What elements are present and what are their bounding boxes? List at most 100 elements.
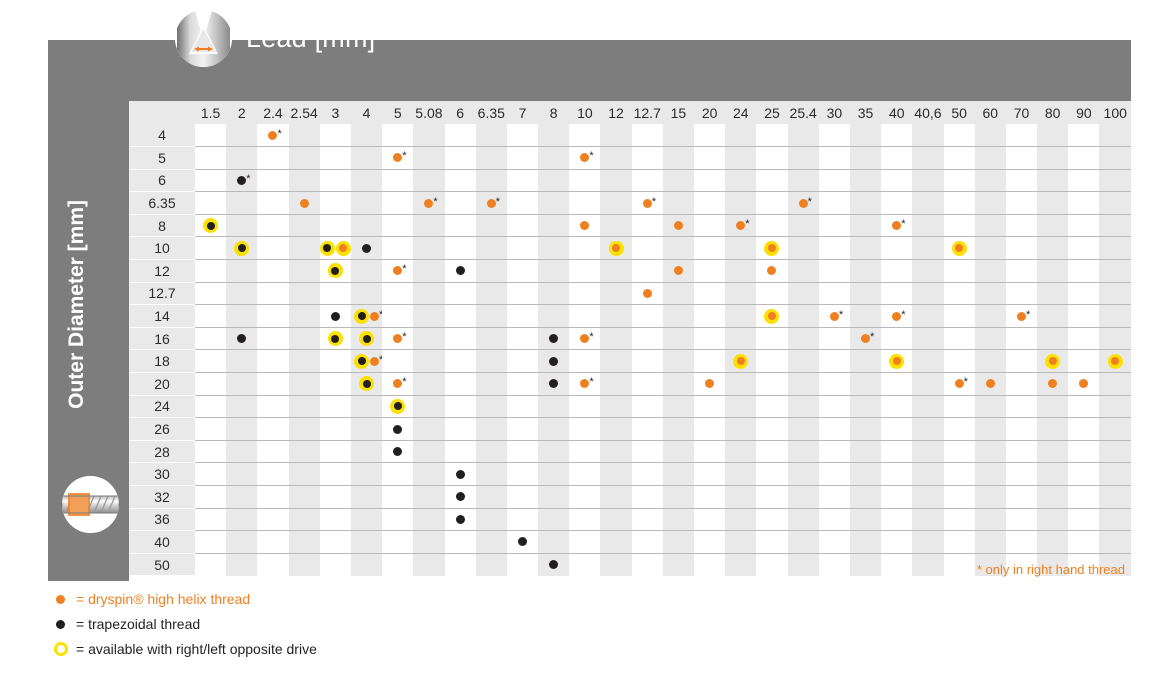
cell-od-12-7-lead-70[interactable] <box>1005 282 1038 306</box>
cell-od-36-lead-25-4[interactable] <box>787 508 819 532</box>
cell-od-28-lead-6[interactable] <box>444 440 476 464</box>
cell-od-24-lead-35[interactable] <box>849 395 882 419</box>
cell-od-6-lead-3[interactable] <box>319 169 351 193</box>
cell-od-40-lead-40[interactable] <box>881 530 913 554</box>
cell-od-32-lead-70[interactable] <box>1005 485 1038 509</box>
cell-od-5-lead-24[interactable] <box>725 146 757 170</box>
cell-od-8-lead-6-35[interactable] <box>475 214 507 238</box>
cell-od-32-lead-24[interactable] <box>725 485 757 509</box>
cell-od-24-lead-100[interactable] <box>1099 395 1131 419</box>
cell-od-50-lead-25-4[interactable] <box>787 553 819 576</box>
cell-od-18-lead-100[interactable] <box>1099 349 1131 374</box>
cell-od-32-lead-2[interactable] <box>226 485 258 509</box>
cell-od-32-lead-25[interactable] <box>756 485 788 509</box>
cell-od-28-lead-100[interactable] <box>1099 440 1131 464</box>
cell-od-10-lead-100[interactable] <box>1099 236 1131 261</box>
cell-od-32-lead-12-7[interactable] <box>631 485 663 509</box>
cell-od-50-lead-5-08[interactable] <box>413 553 445 576</box>
cell-od-30-lead-40-6[interactable] <box>912 462 944 486</box>
cell-od-40-lead-8[interactable] <box>538 530 570 554</box>
cell-od-5-lead-2-54[interactable] <box>288 146 320 170</box>
cell-od-20-lead-15[interactable] <box>662 372 695 396</box>
cell-od-36-lead-5[interactable] <box>382 508 414 532</box>
cell-od-14-lead-50[interactable] <box>943 304 975 328</box>
cell-od-40-lead-6-35[interactable] <box>475 530 507 554</box>
cell-od-40-lead-3[interactable] <box>319 530 351 554</box>
cell-od-5-lead-100[interactable] <box>1099 146 1131 170</box>
cell-od-12-lead-70[interactable] <box>1005 259 1038 283</box>
cell-od-18-lead-40-6[interactable] <box>912 349 944 374</box>
cell-od-6-lead-90[interactable] <box>1068 169 1100 193</box>
cell-od-40-lead-4[interactable] <box>350 530 383 554</box>
cell-od-36-lead-80[interactable] <box>1037 508 1069 532</box>
cell-od-12-7-lead-6-35[interactable] <box>475 282 507 306</box>
cell-od-20-lead-20[interactable] <box>694 372 726 396</box>
cell-od-12-7-lead-2[interactable] <box>226 282 258 306</box>
cell-od-50-lead-5[interactable] <box>382 553 414 576</box>
cell-od-32-lead-5[interactable] <box>382 485 414 509</box>
cell-od-36-lead-8[interactable] <box>538 508 570 532</box>
cell-od-10-lead-50[interactable] <box>943 236 975 261</box>
cell-od-6-lead-2-54[interactable] <box>288 169 320 193</box>
cell-od-18-lead-24[interactable] <box>725 349 757 374</box>
cell-od-14-lead-6[interactable] <box>444 304 476 328</box>
cell-od-28-lead-12-7[interactable] <box>631 440 663 464</box>
cell-od-6-35-lead-80[interactable] <box>1037 191 1069 215</box>
cell-od-8-lead-40[interactable]: * <box>881 214 913 238</box>
cell-od-50-lead-7[interactable] <box>506 553 539 576</box>
cell-od-50-lead-40-6[interactable] <box>912 553 944 576</box>
cell-od-10-lead-20[interactable] <box>694 236 726 261</box>
cell-od-6-lead-7[interactable] <box>506 169 539 193</box>
cell-od-36-lead-4[interactable] <box>350 508 383 532</box>
cell-od-4-lead-3[interactable] <box>319 124 351 148</box>
cell-od-4-lead-6[interactable] <box>444 124 476 148</box>
cell-od-50-lead-2-54[interactable] <box>288 553 320 576</box>
cell-od-18-lead-4[interactable]: * <box>350 349 383 374</box>
cell-od-16-lead-100[interactable] <box>1099 327 1131 351</box>
cell-od-50-lead-6[interactable] <box>444 553 476 576</box>
cell-od-12-7-lead-40[interactable] <box>881 282 913 306</box>
cell-od-18-lead-30[interactable] <box>818 349 850 374</box>
cell-od-50-lead-2[interactable] <box>226 553 258 576</box>
cell-od-36-lead-100[interactable] <box>1099 508 1131 532</box>
cell-od-40-lead-90[interactable] <box>1068 530 1100 554</box>
cell-od-30-lead-6-35[interactable] <box>475 462 507 486</box>
cell-od-24-lead-4[interactable] <box>350 395 383 419</box>
cell-od-36-lead-30[interactable] <box>818 508 850 532</box>
cell-od-30-lead-100[interactable] <box>1099 462 1131 486</box>
cell-od-20-lead-50[interactable]: * <box>943 372 975 396</box>
cell-od-14-lead-2-4[interactable] <box>257 304 289 328</box>
cell-od-32-lead-30[interactable] <box>818 485 850 509</box>
cell-od-18-lead-15[interactable] <box>662 349 695 374</box>
cell-od-16-lead-24[interactable] <box>725 327 757 351</box>
cell-od-12-7-lead-100[interactable] <box>1099 282 1131 306</box>
cell-od-32-lead-8[interactable] <box>538 485 570 509</box>
cell-od-50-lead-60[interactable] <box>974 553 1006 576</box>
cell-od-20-lead-25[interactable] <box>756 372 788 396</box>
cell-od-8-lead-15[interactable] <box>662 214 695 238</box>
cell-od-36-lead-40[interactable] <box>881 508 913 532</box>
cell-od-4-lead-25-4[interactable] <box>787 124 819 148</box>
cell-od-12-lead-12-7[interactable] <box>631 259 663 283</box>
cell-od-50-lead-20[interactable] <box>694 553 726 576</box>
cell-od-12-7-lead-12-7[interactable] <box>631 282 663 306</box>
cell-od-14-lead-1-5[interactable] <box>195 304 227 328</box>
cell-od-14-lead-5[interactable] <box>382 304 414 328</box>
cell-od-28-lead-90[interactable] <box>1068 440 1100 464</box>
cell-od-12-lead-1-5[interactable] <box>195 259 227 283</box>
cell-od-6-lead-12[interactable] <box>600 169 632 193</box>
cell-od-20-lead-3[interactable] <box>319 372 351 396</box>
cell-od-30-lead-40[interactable] <box>881 462 913 486</box>
cell-od-20-lead-90[interactable] <box>1068 372 1100 396</box>
cell-od-24-lead-50[interactable] <box>943 395 975 419</box>
cell-od-26-lead-2-54[interactable] <box>288 417 320 441</box>
cell-od-26-lead-20[interactable] <box>694 417 726 441</box>
cell-od-6-lead-6[interactable] <box>444 169 476 193</box>
cell-od-50-lead-90[interactable] <box>1068 553 1100 576</box>
cell-od-50-lead-12-7[interactable] <box>631 553 663 576</box>
cell-od-8-lead-4[interactable] <box>350 214 383 238</box>
cell-od-4-lead-7[interactable] <box>506 124 539 148</box>
cell-od-32-lead-2-4[interactable] <box>257 485 289 509</box>
cell-od-30-lead-25[interactable] <box>756 462 788 486</box>
cell-od-50-lead-12[interactable] <box>600 553 632 576</box>
